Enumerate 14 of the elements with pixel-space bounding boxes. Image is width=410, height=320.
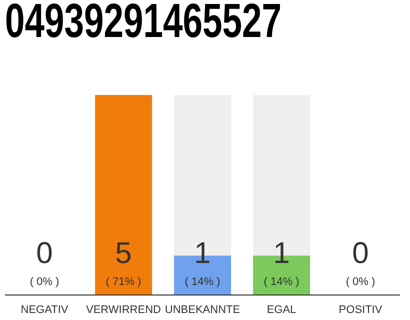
x-tick-label: NEGATIV [20,304,69,316]
x-tick-label: VERWIRREND [86,304,162,316]
x-tick-label: EGAL [266,304,296,316]
data-label: ( 0% ) [30,276,60,288]
chart-title: 04939291465527 [5,0,282,49]
data-label: ( 14% ) [184,276,220,288]
annotation: 5 [115,237,132,270]
x-tick-label: UNBEKANNTE [164,304,240,316]
data-label: ( 71% ) [106,276,142,288]
x-tick-label: POSITIV [338,304,383,316]
data-label: ( 0% ) [346,276,376,288]
annotation: 0 [36,237,53,270]
data-label: ( 14% ) [264,276,300,288]
annotation: 0 [352,237,369,270]
